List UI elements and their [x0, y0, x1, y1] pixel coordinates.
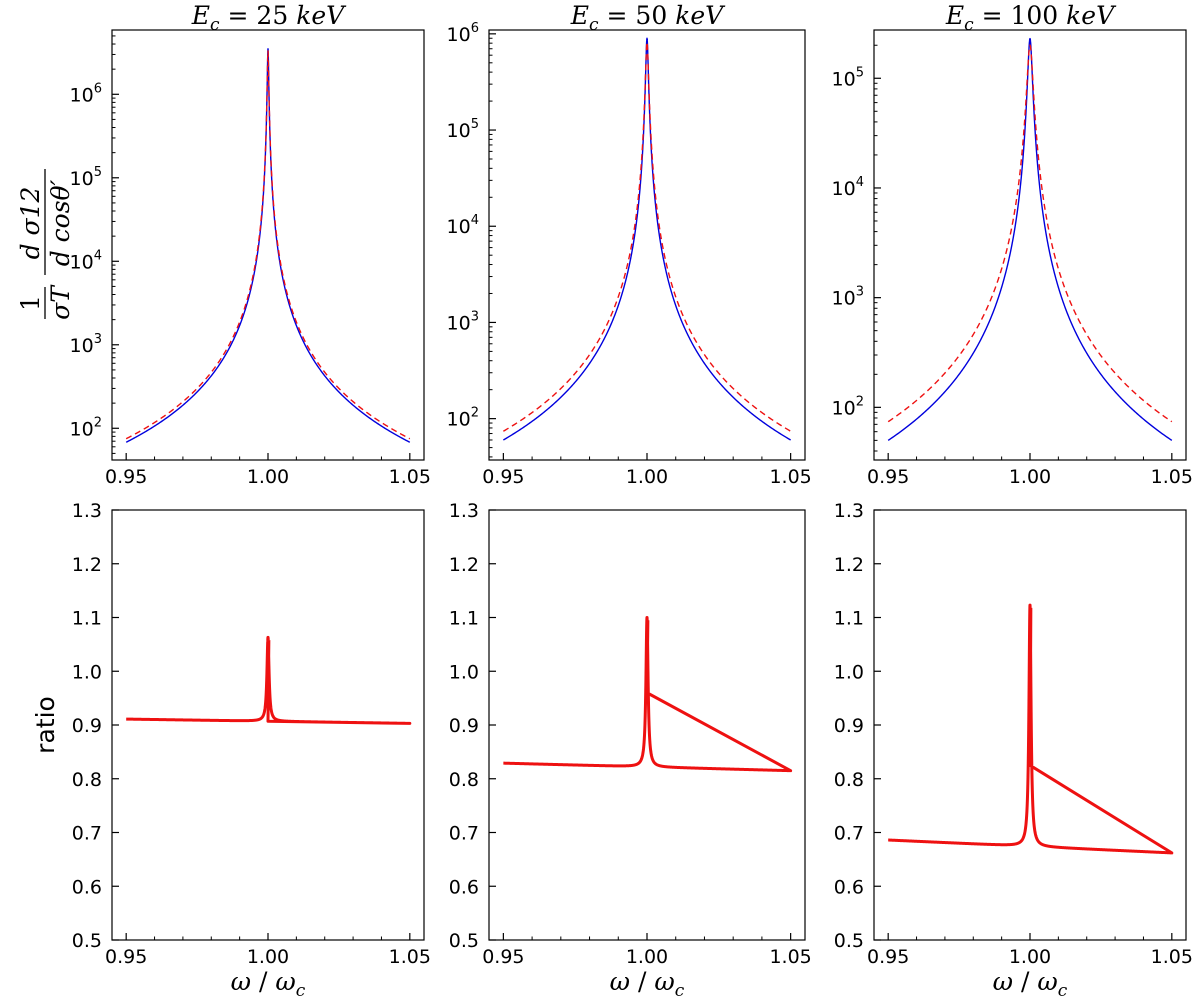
plot-area: [125, 48, 411, 443]
y-tick-label: 1.3: [72, 500, 102, 522]
x-tick-label: 1.00: [1009, 946, 1051, 968]
ylabel-denominator: d cosθ′: [46, 179, 75, 266]
y-tick-label: 102: [832, 394, 864, 419]
panel-5: 0.95 1.00 1.05 0.5 0.6 0.7 0.8 0.9 1.0 1.1 1.2 1.3 ω…: [449, 500, 812, 1000]
y-tick-label: 1.2: [834, 554, 864, 576]
panel-6: 0.95 1.00 1.05 0.5 0.6 0.7 0.8 0.9 1.0 1.1 1.2 1.3 ω…: [834, 500, 1193, 1000]
x-tick-label: 1.00: [1009, 466, 1051, 488]
y-tick-label: 103: [70, 332, 102, 357]
y-tick-label: 102: [447, 406, 479, 431]
series-line-2: [503, 41, 791, 432]
plot-area: [887, 603, 1174, 855]
y-tick-label: 1.3: [449, 500, 479, 522]
y-axis-label: ratio: [31, 696, 60, 754]
panel-title: Ec = 25 keV: [191, 1, 347, 35]
series-line-1: [503, 37, 791, 441]
x-tick-label: 1.05: [769, 466, 811, 488]
x-axis-label: ω / ωc: [231, 967, 306, 1000]
x-tick-label: 1.00: [626, 466, 668, 488]
series-line-1: [887, 37, 1173, 441]
ylabel-sigma-t: σT: [46, 284, 75, 320]
plot-area: [503, 37, 791, 441]
ylabel-numerator: d σ12: [16, 187, 45, 260]
panel-1: 0.95 1.00 1.05 102 103 104 105 106 Ec = 25 keV 1 σ…: [16, 1, 431, 488]
ylabel-one: 1: [16, 295, 45, 311]
y-tick-label: 0.9: [834, 715, 864, 737]
y-tick-label: 105: [447, 117, 479, 142]
x-tick-label: 0.95: [105, 946, 147, 968]
y-tick-label: 0.9: [449, 715, 479, 737]
plot-area: [125, 635, 412, 725]
axes-frame: [111, 29, 425, 461]
y-tick-label: 0.7: [449, 823, 479, 845]
y-tick-label: 0.6: [449, 876, 479, 898]
y-tick-label: 0.8: [449, 769, 479, 791]
y-tick-label: 103: [832, 285, 864, 310]
y-tick-label: 1.1: [834, 608, 864, 630]
y-tick-label: 1.1: [72, 608, 102, 630]
y-tick-label: 0.7: [72, 823, 102, 845]
y-tick-label: 1.3: [834, 500, 864, 522]
y-tick-label: 106: [70, 81, 102, 106]
y-tick-label: 104: [70, 248, 102, 273]
x-tick-label: 1.05: [1151, 946, 1193, 968]
y-tick-label: 0.5: [449, 930, 479, 952]
y-tick-label: 0.6: [834, 876, 864, 898]
x-tick-label: 0.95: [105, 466, 147, 488]
x-tick-label: 1.00: [247, 946, 289, 968]
x-tick-label: 1.05: [389, 946, 431, 968]
y-tick-label: 0.6: [72, 876, 102, 898]
series-line-1: [125, 48, 411, 443]
y-tick-label: 1.0: [449, 661, 479, 683]
y-tick-label: 0.9: [72, 715, 102, 737]
plot-area: [887, 37, 1173, 441]
axes-frame: [111, 509, 425, 941]
axes-frame: [488, 509, 806, 941]
x-tick-label: 1.05: [769, 946, 811, 968]
axes-frame: [873, 29, 1187, 461]
y-tick-label: 1.2: [449, 554, 479, 576]
panel-2: 0.95 1.00 1.05 102 103 104 105 106 Ec = 50 keV: [447, 1, 812, 488]
series-line-1: [125, 635, 412, 725]
x-tick-label: 0.95: [867, 466, 909, 488]
y-tick-label: 0.8: [834, 769, 864, 791]
x-tick-label: 1.00: [247, 466, 289, 488]
panel-title: Ec = 50 keV: [570, 1, 726, 35]
y-tick-label: 1.2: [72, 554, 102, 576]
x-axis-label: ω / ωc: [993, 967, 1068, 1000]
y-tick-label: 105: [832, 65, 864, 90]
y-tick-label: 104: [447, 213, 479, 238]
x-tick-label: 0.95: [867, 946, 909, 968]
panel-title: Ec = 100 keV: [945, 1, 1117, 35]
y-tick-label: 0.8: [72, 769, 102, 791]
x-tick-label: 1.05: [1151, 466, 1193, 488]
y-axis-label: 1 σTd σ12 d cosθ′: [16, 169, 75, 320]
y-tick-label: 1.0: [72, 661, 102, 683]
y-tick-label: 1.0: [834, 661, 864, 683]
y-tick-label: 106: [447, 21, 479, 46]
plot-area: [502, 616, 793, 773]
x-axis-label: ω / ωc: [610, 967, 685, 1000]
y-tick-label: 0.5: [72, 930, 102, 952]
panel-4: 0.95 1.00 1.05 0.5 0.6 0.7 0.8 0.9 1.0 1.1 1.2 1.3 ω…: [31, 500, 431, 1000]
y-tick-label: 0.7: [834, 823, 864, 845]
panel-3: 0.95 1.00 1.05 102 103 104 105 Ec = 100 keV: [832, 1, 1193, 488]
x-tick-label: 0.95: [482, 946, 524, 968]
series-line-1: [502, 616, 793, 773]
y-tick-label: 105: [70, 165, 102, 190]
y-tick-label: 103: [447, 309, 479, 334]
series-line-2: [887, 44, 1173, 423]
y-tick-label: 1.1: [449, 608, 479, 630]
x-tick-label: 1.05: [389, 466, 431, 488]
series-line-2: [125, 50, 411, 440]
x-tick-label: 0.95: [482, 466, 524, 488]
y-tick-label: 0.5: [834, 930, 864, 952]
series-line-1: [887, 603, 1174, 855]
x-tick-label: 1.00: [626, 946, 668, 968]
y-tick-label: 102: [70, 415, 102, 440]
y-tick-label: 104: [832, 175, 864, 200]
axes-frame: [488, 29, 806, 461]
